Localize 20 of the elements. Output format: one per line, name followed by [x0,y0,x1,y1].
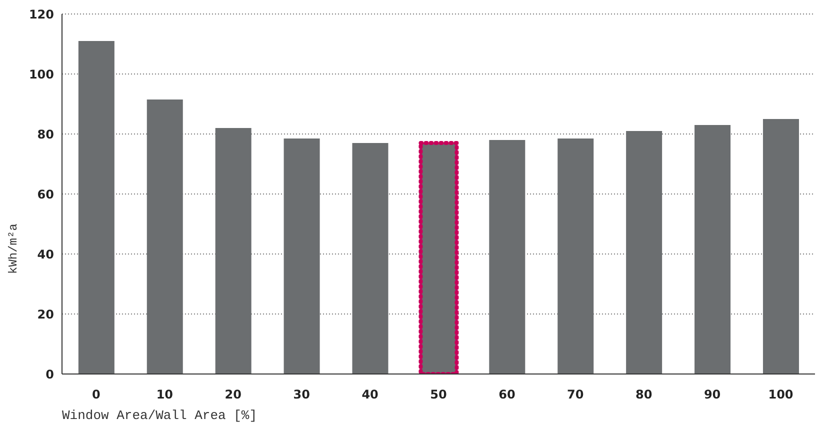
y-tick-label: 120 [28,7,54,22]
y-tick-label: 100 [28,67,54,82]
x-tick-label: 100 [768,388,794,402]
x-tick-label: 0 [92,388,100,402]
x-tick-label: 60 [498,388,516,402]
x-axis-title: Window Area/Wall Area [%] [62,408,258,423]
y-tick-label: 80 [37,127,54,142]
x-tick-label: 10 [156,388,174,402]
x-tick-label: 70 [567,388,584,402]
x-tick-label: 80 [636,388,652,402]
y-tick-label: 60 [37,187,54,202]
x-tick-label: 30 [293,388,310,402]
x-tick-label: 20 [224,388,242,402]
y-tick-label: 0 [46,367,54,382]
x-tick-label: 50 [430,388,447,402]
x-tick-label: 90 [704,388,721,402]
x-tick-label: 40 [362,388,378,402]
y-tick-label: 40 [37,247,54,262]
y-axis-title: kWh/m²a [6,224,20,274]
y-tick-label: 20 [37,307,54,322]
